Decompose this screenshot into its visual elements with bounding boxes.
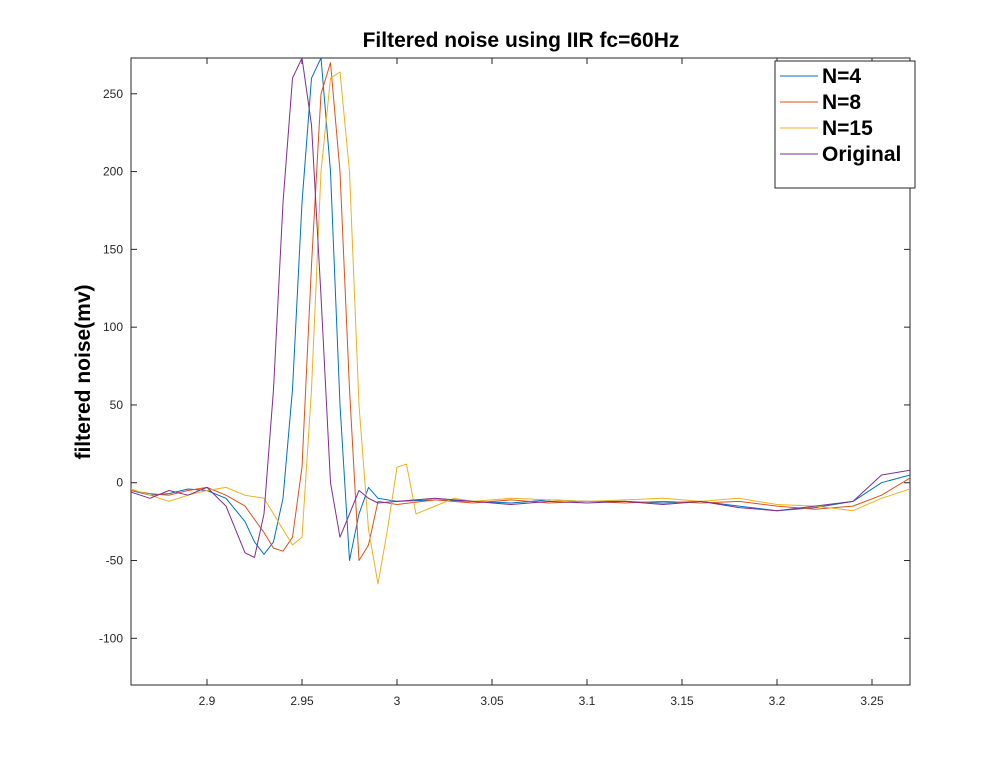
y-tick-label: 50 <box>110 398 124 412</box>
y-tick-label: -100 <box>99 631 123 645</box>
y-tick-label: -50 <box>106 554 124 568</box>
x-tick-label: 3.05 <box>480 694 504 708</box>
y-axis: -100 -50 0 50 100 150 200 250 <box>99 87 910 645</box>
y-axis-label: filtered noise(mv) <box>72 284 95 459</box>
x-tick-label: 3 <box>394 694 401 708</box>
chart-title: Filtered noise using IIR fc=60Hz <box>363 29 680 52</box>
legend-label-n-4: N=4 <box>822 65 861 88</box>
series-line-n-15 <box>131 71 910 585</box>
legend-box <box>774 60 916 189</box>
y-tick-label: 250 <box>103 87 123 101</box>
y-tick-label: 100 <box>103 320 123 334</box>
x-tick-label: 3.15 <box>670 694 694 708</box>
x-tick-label: 3.1 <box>579 694 596 708</box>
y-tick-label: 150 <box>103 242 123 256</box>
x-tick-label: 3.2 <box>769 694 786 708</box>
series-line-original <box>131 58 910 558</box>
y-tick-label: 200 <box>103 165 123 179</box>
series-line-n-8 <box>131 62 910 561</box>
legend: N=4 N=8 N=15 Original <box>774 60 916 189</box>
y-tick-label: 0 <box>116 476 123 490</box>
legend-label-n-15: N=15 <box>822 117 873 140</box>
series-lines <box>131 58 910 585</box>
legend-label-original: Original <box>822 143 901 166</box>
x-tick-label: 2.95 <box>290 694 314 708</box>
legend-label-n-8: N=8 <box>822 91 861 114</box>
x-tick-label: 2.9 <box>199 694 216 708</box>
x-tick-label: 3.25 <box>860 694 884 708</box>
